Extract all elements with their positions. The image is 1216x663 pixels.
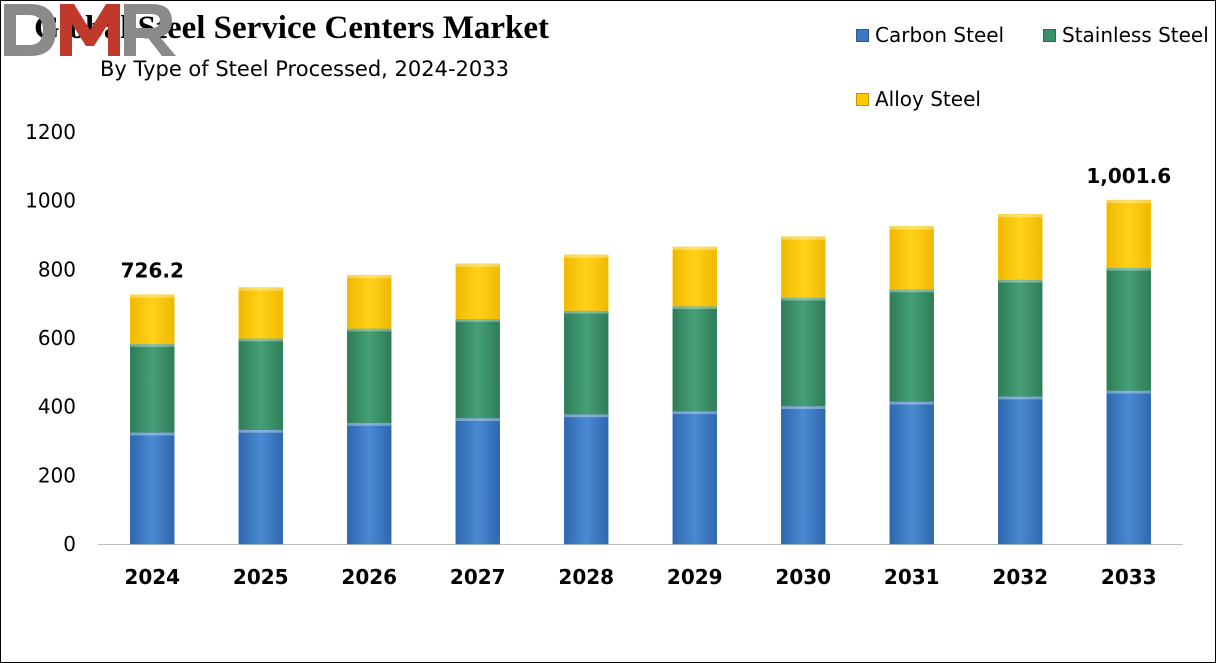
bar-segment-highlight [672,411,717,415]
y-tick-label: 600 [38,326,76,350]
legend-item-carbon-steel: Carbon Steel [856,23,1004,47]
bar-segment-highlight [781,297,826,301]
bar-carbon-steel-2024 [130,432,175,545]
bar-carbon-steel-2030 [781,405,826,545]
bar-carbon-steel-2029 [672,410,717,545]
bar-alloy-steel-2033 [1106,199,1151,268]
y-tick-label: 0 [63,532,76,556]
bar-alloy-steel-2032 [998,214,1043,280]
legend-label-carbon-steel: Carbon Steel [875,23,1005,47]
bar-alloy-steel-2028 [564,254,609,311]
bar-stainless-steel-2024 [130,343,175,433]
bar-segment-highlight [347,275,392,279]
bar-stainless-steel-2029 [672,305,717,412]
bar-carbon-steel-2025 [238,429,283,545]
bar-segment-highlight [1106,390,1151,394]
bar-segment-highlight [998,396,1043,400]
bar-carbon-steel-2031 [889,401,934,545]
bar-segment-highlight [1106,200,1151,204]
legend-swatch-alloy-steel [856,92,869,106]
legend-label-stainless-steel: Stainless Steel [1062,23,1209,47]
x-tick-label: 2028 [558,565,614,589]
bar-segment-highlight [564,310,609,314]
bar-segment-highlight [889,401,934,405]
bar-segment-highlight [238,338,283,342]
bar-stainless-steel-2025 [238,338,283,430]
bar-stainless-steel-2026 [347,328,392,424]
bar-segment-highlight [238,429,283,433]
x-tick-label: 2032 [992,565,1048,589]
chart-subtitle: By Type of Steel Processed, 2024-2033 [100,57,509,81]
bar-segment-highlight [455,318,500,322]
bar-alloy-steel-2031 [889,226,934,290]
x-tick-label: 2025 [233,565,289,589]
x-tick-label: 2030 [775,565,831,589]
bar-segment-highlight [347,422,392,426]
y-tick-label: 1000 [25,189,76,213]
logo-letter-d [4,4,56,56]
bar-segment-highlight [455,263,500,267]
bar-segment-highlight [455,417,500,421]
bar-alloy-steel-2027 [455,263,500,320]
x-tick-label: 2029 [667,565,723,589]
x-tick-label: 2027 [450,565,506,589]
x-tick-label: 2033 [1101,565,1157,589]
bar-alloy-steel-2029 [672,246,717,307]
y-tick-label: 200 [38,463,76,487]
bar-segment-highlight [130,432,175,436]
bar-segment-highlight [889,289,934,293]
dmr-logo [4,4,176,56]
y-tick-label: 1200 [25,120,76,144]
bar-segment-highlight [1106,267,1151,271]
logo-letter-m [60,4,120,56]
bar-segment-highlight [347,328,392,332]
x-tick-label: 2024 [124,565,180,589]
total-data-label-2024: 726.2 [121,259,184,283]
bar-segment-highlight [564,414,609,418]
bar-stainless-steel-2028 [564,310,609,415]
bar-segment-highlight [998,279,1043,283]
y-tick-label: 400 [38,395,76,419]
bar-segment-highlight [781,236,826,240]
logo-letter-r [124,4,176,56]
legend-item-alloy-steel: Alloy Steel [856,87,981,111]
y-tick-label: 800 [38,257,76,281]
legend-label-alloy-steel: Alloy Steel [875,87,981,111]
bar-stainless-steel-2033 [1106,267,1151,391]
bar-segment-highlight [889,226,934,230]
bar-segment-highlight [564,254,609,258]
bar-alloy-steel-2024 [130,294,175,345]
bar-segment-highlight [130,294,175,298]
bar-stainless-steel-2030 [781,297,826,407]
legend-item-stainless-steel: Stainless Steel [1043,23,1209,47]
bar-stainless-steel-2031 [889,288,934,402]
bar-segment-highlight [672,247,717,251]
bar-alloy-steel-2030 [781,236,826,298]
legend-swatch-carbon-steel [856,28,869,42]
bar-segment-highlight [672,306,717,310]
bar-alloy-steel-2026 [347,274,392,329]
bar-segment-highlight [998,214,1043,218]
legend-swatch-stainless-steel [1043,28,1056,42]
bar-segment-highlight [130,343,175,347]
bar-carbon-steel-2028 [564,413,609,545]
x-tick-label: 2026 [341,565,397,589]
bar-carbon-steel-2033 [1106,390,1151,545]
bar-carbon-steel-2027 [455,417,500,545]
x-tick-label: 2031 [884,565,940,589]
bar-segment-highlight [781,405,826,409]
bar-segment-highlight [238,287,283,291]
bar-carbon-steel-2032 [998,396,1043,545]
bar-stainless-steel-2032 [998,279,1043,397]
total-data-label-2033: 1,001.6 [1086,164,1171,188]
bar-alloy-steel-2025 [238,287,283,339]
bar-stainless-steel-2027 [455,318,500,419]
bar-carbon-steel-2026 [347,422,392,545]
